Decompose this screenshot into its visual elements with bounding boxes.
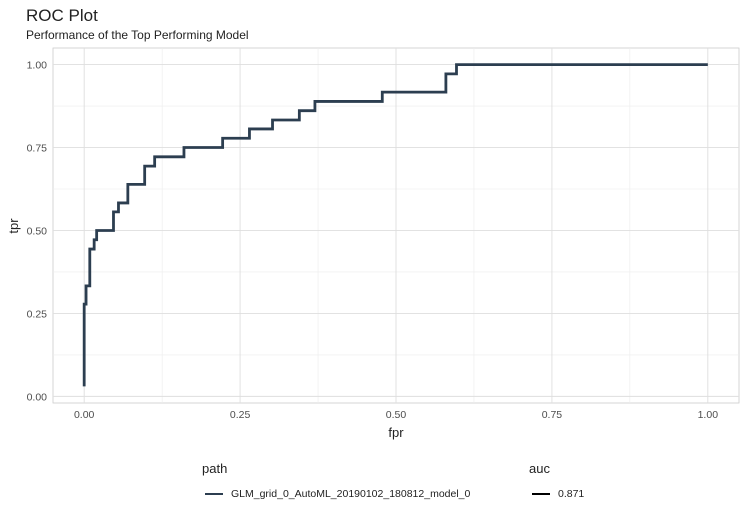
y-axis-title: tpr bbox=[6, 218, 21, 234]
x-tick-label: 0.25 bbox=[230, 409, 251, 421]
chart-subtitle: Performance of the Top Performing Model bbox=[26, 28, 249, 42]
y-tick-label: 0.75 bbox=[27, 143, 48, 155]
x-tick-label: 0.00 bbox=[74, 409, 95, 421]
chart-title: ROC Plot bbox=[26, 6, 98, 25]
x-tick-label: 0.50 bbox=[386, 409, 407, 421]
legend-item-path: GLM_grid_0_AutoML_20190102_180812_model_… bbox=[205, 488, 470, 500]
x-tick-label: 1.00 bbox=[698, 409, 719, 421]
y-tick-label: 1.00 bbox=[27, 60, 48, 72]
legend-label-path: GLM_grid_0_AutoML_20190102_180812_model_… bbox=[231, 488, 471, 500]
roc-curve-line bbox=[82, 63, 708, 387]
legend-key-auc bbox=[532, 493, 550, 495]
legend-item-auc: 0.871 bbox=[532, 488, 584, 500]
tick-labels: 0.00 0.25 0.50 0.75 1.00 0.00 0.25 0.50 0.75 1.00 bbox=[27, 60, 719, 421]
x-axis-title: fpr bbox=[388, 425, 404, 440]
y-tick-label: 0.25 bbox=[27, 308, 48, 320]
y-tick-label: 0.50 bbox=[27, 225, 48, 237]
legend-key-path bbox=[205, 493, 223, 495]
legend-title-path: path bbox=[202, 461, 228, 476]
legend-title-auc: auc bbox=[529, 461, 550, 476]
series-group bbox=[82, 63, 708, 387]
grid-lines bbox=[53, 48, 739, 403]
x-tick-label: 0.75 bbox=[542, 409, 563, 421]
y-tick-label: 0.00 bbox=[27, 391, 48, 403]
legend-label-auc: 0.871 bbox=[558, 488, 585, 500]
